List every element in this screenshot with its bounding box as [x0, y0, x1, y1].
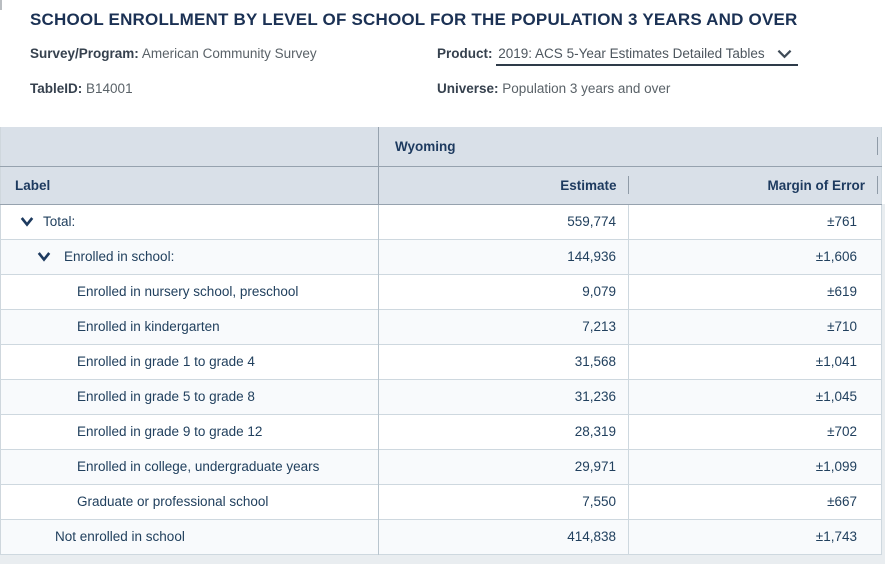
table-id-label: TableID:: [30, 81, 83, 96]
row-label-cell: Enrolled in school:: [0, 238, 379, 274]
row-label: Graduate or professional school: [77, 494, 269, 509]
data-table: Wyoming Label Estimate Margin of Error: [0, 127, 882, 555]
table-header-section: SCHOOL ENROLLMENT BY LEVEL OF SCHOOL FOR…: [0, 0, 885, 96]
product-row: Product: 2019: ACS 5-Year Estimates Deta…: [437, 46, 855, 66]
row-label: Enrolled in grade 1 to grade 4: [77, 354, 255, 369]
row-label-cell: Not enrolled in school: [0, 518, 379, 554]
geo-header-row: Wyoming: [0, 127, 882, 167]
table-row: Not enrolled in school 414,838 ±1,743: [0, 518, 882, 554]
row-label: Enrolled in kindergarten: [77, 319, 220, 334]
estimate-cell: 7,213: [378, 308, 629, 344]
table-row: Enrolled in kindergarten 7,213 ±710: [0, 308, 882, 344]
row-label: Enrolled in school:: [64, 249, 175, 264]
table-row: Total: 559,774 ±761: [1, 204, 882, 239]
moe-cell: ±1,099: [628, 448, 882, 484]
table-row: Graduate or professional school 7,550 ±6…: [0, 483, 882, 519]
estimate-cell: 9,079: [378, 273, 629, 309]
estimate-cell: 7,550: [378, 483, 629, 519]
survey-program: Survey/Program: American Community Surve…: [30, 46, 437, 61]
row-label-cell: Enrolled in grade 9 to grade 12: [0, 413, 379, 449]
moe-cell: ±710: [628, 308, 882, 344]
table-row: Enrolled in nursery school, preschool 9,…: [0, 273, 882, 309]
column-resize-handle: [877, 176, 878, 194]
table-row: Enrolled in college, undergraduate years…: [0, 448, 882, 484]
row-label: Not enrolled in school: [55, 529, 185, 544]
row-label-cell: Total:: [1, 204, 379, 239]
row-label-cell: Enrolled in grade 1 to grade 4: [0, 343, 379, 379]
column-header-estimate: Estimate: [378, 166, 629, 205]
estimate-cell: 144,936: [378, 238, 629, 274]
moe-cell: ±761: [827, 214, 857, 229]
row-label-cell: Enrolled in nursery school, preschool: [0, 273, 379, 309]
moe-cell: ±667: [628, 483, 882, 519]
column-resize-handle: [877, 137, 878, 156]
table-id: TableID: B14001: [30, 81, 437, 96]
panel-edge-mark: [0, 0, 2, 10]
table-id-value: B14001: [86, 81, 133, 96]
row-label-cell: Graduate or professional school: [0, 483, 379, 519]
survey-program-label: Survey/Program:: [30, 46, 139, 61]
table-row: Enrolled in grade 5 to grade 8 31,236 ±1…: [0, 378, 882, 414]
moe-cell: ±702: [628, 413, 882, 449]
moe-cell: ±619: [628, 273, 882, 309]
geo-header-cell: Wyoming: [378, 127, 882, 167]
estimate-cell: 31,236: [378, 378, 629, 414]
collapse-chevron-icon[interactable]: [20, 216, 34, 227]
moe-cell: ±1,045: [628, 378, 882, 414]
estimate-cell: 559,774: [378, 204, 629, 239]
moe-cell: ±1,606: [628, 238, 882, 274]
collapse-chevron-icon[interactable]: [37, 251, 51, 262]
row-label-cell: Enrolled in college, undergraduate years: [0, 448, 379, 484]
estimate-cell: 29,971: [378, 448, 629, 484]
universe: Universe: Population 3 years and over: [437, 81, 855, 96]
estimate-cell: 414,838: [378, 518, 629, 554]
row-label: Enrolled in grade 5 to grade 8: [77, 389, 255, 404]
survey-program-value: American Community Survey: [141, 46, 317, 61]
row-label: Enrolled in grade 9 to grade 12: [77, 424, 263, 439]
geo-name: Wyoming: [395, 138, 456, 154]
table-row: Enrolled in school: 144,936 ±1,606: [0, 238, 882, 274]
estimate-header-text: Estimate: [560, 177, 617, 193]
page-title: SCHOOL ENROLLMENT BY LEVEL OF SCHOOL FOR…: [30, 10, 798, 29]
chevron-down-icon: [777, 49, 792, 59]
geo-header-spacer: [0, 127, 379, 167]
row-label-cell: Enrolled in grade 5 to grade 8: [0, 378, 379, 414]
estimate-cell: 28,319: [378, 413, 629, 449]
column-header-moe: Margin of Error: [628, 166, 882, 205]
scrollbar-gutter: [882, 204, 885, 555]
table-meta: Survey/Program: American Community Surve…: [30, 46, 855, 96]
product-label: Product:: [437, 46, 493, 61]
moe-cell: ±1,041: [628, 343, 882, 379]
moe-header-text: Margin of Error: [767, 177, 865, 193]
row-label-cell: Enrolled in kindergarten: [0, 308, 379, 344]
bottom-scrollbar-track: [0, 555, 885, 564]
universe-value: Population 3 years and over: [502, 81, 671, 96]
product-dropdown-value: 2019: ACS 5-Year Estimates Detailed Tabl…: [498, 46, 765, 61]
row-label: Enrolled in nursery school, preschool: [77, 284, 299, 299]
data-table-container: Wyoming Label Estimate Margin of Error: [0, 127, 882, 555]
universe-label: Universe:: [437, 81, 499, 96]
column-header-label: Label: [0, 166, 379, 205]
table-row: Enrolled in grade 9 to grade 12 28,319 ±…: [0, 413, 882, 449]
column-header-row: Label Estimate Margin of Error: [0, 166, 882, 205]
moe-cell: ±1,743: [628, 518, 882, 554]
product-dropdown[interactable]: 2019: ACS 5-Year Estimates Detailed Tabl…: [496, 46, 798, 66]
row-label: Total:: [43, 214, 76, 229]
column-resize-handle: [627, 176, 629, 194]
estimate-cell: 31,568: [378, 343, 629, 379]
table-row: Enrolled in grade 1 to grade 4 31,568 ±1…: [0, 343, 882, 379]
row-label: Enrolled in college, undergraduate years: [77, 459, 320, 474]
